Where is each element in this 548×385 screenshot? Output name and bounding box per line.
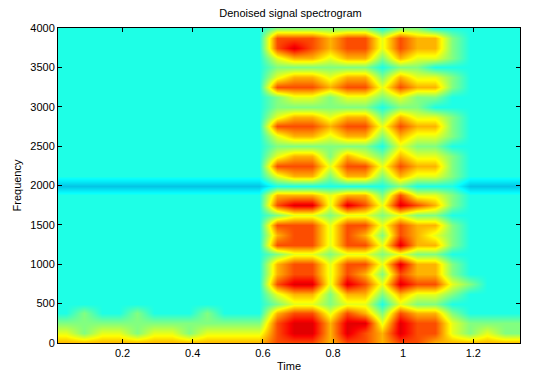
svg-text:2000: 2000 — [30, 179, 54, 191]
svg-text:3000: 3000 — [30, 101, 54, 113]
svg-text:Frequency: Frequency — [11, 159, 23, 211]
svg-text:0.8: 0.8 — [325, 347, 340, 359]
svg-text:4000: 4000 — [30, 22, 54, 34]
svg-text:2500: 2500 — [30, 140, 54, 152]
svg-text:3500: 3500 — [30, 61, 54, 73]
svg-text:0.6: 0.6 — [255, 347, 270, 359]
svg-text:0.2: 0.2 — [115, 347, 130, 359]
svg-text:Time: Time — [277, 360, 301, 372]
svg-text:1500: 1500 — [30, 219, 54, 231]
svg-text:Denoised signal spectrogram: Denoised signal spectrogram — [219, 7, 361, 19]
svg-text:0.4: 0.4 — [185, 347, 200, 359]
svg-text:500: 500 — [36, 297, 54, 309]
svg-text:1.2: 1.2 — [466, 347, 481, 359]
svg-text:1000: 1000 — [30, 258, 54, 270]
svg-text:0: 0 — [49, 337, 55, 349]
svg-text:1: 1 — [400, 347, 406, 359]
